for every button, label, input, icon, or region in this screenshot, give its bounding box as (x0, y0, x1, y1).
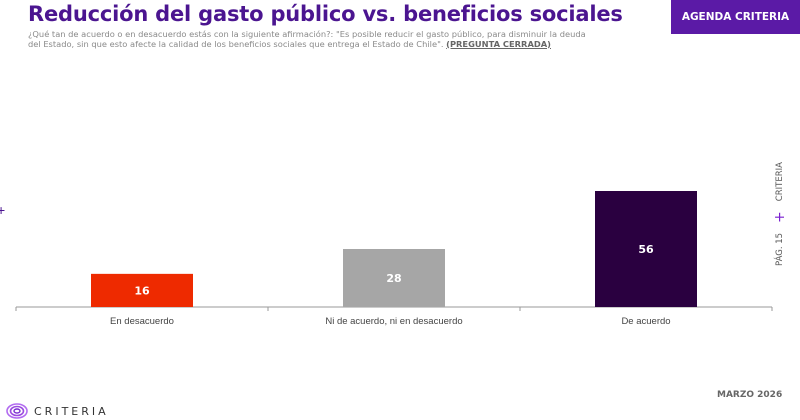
report-date: MARZO 2026 (717, 390, 783, 400)
bar (343, 249, 445, 307)
category-label: De acuerdo (621, 316, 670, 327)
question-body: ¿Qué tan de acuerdo o en desacuerdo está… (28, 29, 586, 49)
bar (595, 191, 697, 307)
category-label: Ni de acuerdo, ni en desacuerdo (325, 316, 462, 327)
bar (91, 273, 193, 307)
agenda-criteria-badge: AGENDA CRITERIA (671, 0, 800, 34)
criteria-logo: CRITERIA (6, 403, 109, 419)
question-text: ¿Qué tan de acuerdo o en desacuerdo está… (28, 29, 588, 49)
data-label: 16 (134, 284, 150, 297)
criteria-logo-icon (6, 403, 28, 419)
logo-wordmark: CRITERIA (34, 404, 109, 418)
plus-icon: + (0, 202, 6, 218)
data-label: 56 (638, 243, 654, 256)
data-label: 28 (386, 272, 401, 285)
page-title: Reducción del gasto público vs. benefici… (28, 2, 623, 26)
question-tag: (PREGUNTA CERRADA) (446, 38, 551, 49)
category-label: En desacuerdo (110, 316, 174, 327)
